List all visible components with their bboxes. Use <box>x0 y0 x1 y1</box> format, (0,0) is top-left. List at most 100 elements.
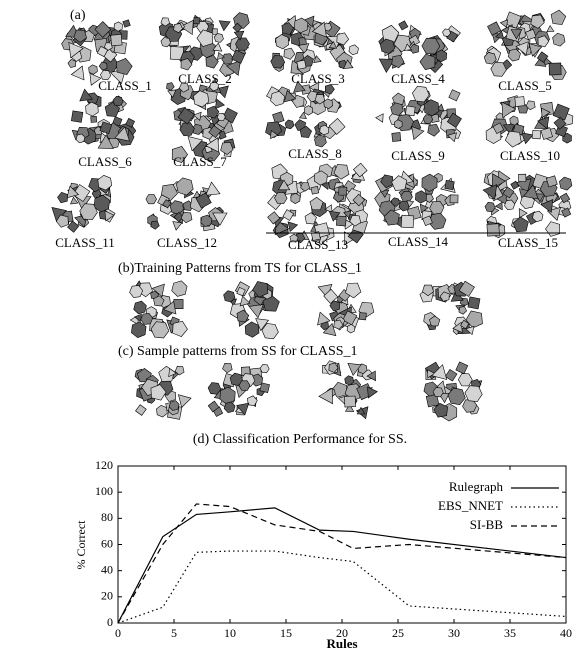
pattern-shape <box>197 30 213 47</box>
pattern-shape <box>273 112 285 124</box>
pattern-shape <box>394 120 402 129</box>
y-axis-label: % Correct <box>74 520 88 570</box>
pattern-shape <box>275 193 288 204</box>
pattern-shape <box>423 115 433 124</box>
pattern-shape <box>219 21 230 31</box>
pattern-shape <box>392 93 404 105</box>
panel-label: (a) <box>70 8 86 23</box>
pattern-shape <box>515 97 525 107</box>
pattern-shape <box>116 58 132 74</box>
pattern-shape <box>500 20 507 28</box>
pattern-shape <box>336 216 346 226</box>
pattern-shape <box>217 113 225 120</box>
class-label: CLASS_8 <box>288 146 341 161</box>
pattern-shape <box>519 209 527 218</box>
pattern-shape <box>71 111 83 123</box>
class-label: CLASS_5 <box>498 78 551 93</box>
pattern-shape <box>111 34 122 46</box>
x-tick-label: 35 <box>504 626 516 640</box>
pattern-shape <box>450 195 458 203</box>
pattern-shape <box>459 307 467 315</box>
pattern-shape <box>484 53 496 65</box>
pattern-shape <box>401 215 414 228</box>
pattern-shape <box>86 102 99 116</box>
chart-title: (d) Classification Performance for SS. <box>193 432 407 447</box>
class-label: CLASS_11 <box>55 235 114 250</box>
pattern-shape <box>334 165 349 180</box>
x-tick-label: 15 <box>280 626 292 640</box>
pattern-shape <box>134 301 147 314</box>
pattern-shape <box>428 124 440 136</box>
class-label: CLASS_4 <box>391 71 445 86</box>
class-label: CLASS_9 <box>391 148 444 163</box>
pattern-shape <box>465 386 482 402</box>
class-label: CLASS_14 <box>388 234 448 249</box>
pattern-shape <box>173 222 182 231</box>
pattern-shape <box>449 90 460 101</box>
y-tick-label: 100 <box>95 484 113 498</box>
pattern-shape <box>345 396 356 407</box>
pattern-shape <box>180 123 195 136</box>
pattern-shape <box>206 55 218 68</box>
pattern-shape <box>146 195 157 204</box>
pattern-shape <box>549 63 561 75</box>
pattern-shape <box>304 106 312 116</box>
pattern-shape <box>519 174 526 181</box>
pattern-shape <box>214 34 223 43</box>
pattern-shape <box>193 17 200 24</box>
pattern-shape <box>297 60 306 69</box>
pattern-shape <box>496 202 503 210</box>
pattern-shape <box>405 106 415 116</box>
pattern-shape <box>415 191 426 204</box>
pattern-shape <box>156 405 167 417</box>
pattern-shape <box>376 114 384 122</box>
pattern-shape <box>310 197 323 210</box>
class-label: CLASS_6 <box>78 154 132 169</box>
pattern-shape <box>114 22 122 31</box>
class-label: CLASS_10 <box>500 148 560 163</box>
y-tick-label: 20 <box>101 589 113 603</box>
x-tick-label: 10 <box>224 626 236 640</box>
pattern-shape <box>245 322 259 337</box>
pattern-shape <box>260 365 269 373</box>
pattern-shape <box>553 33 565 46</box>
pattern-shape <box>68 59 76 67</box>
pattern-shape <box>559 177 572 190</box>
pattern-shape <box>58 192 68 203</box>
legend-label: SI-BB <box>470 517 504 532</box>
x-tick-label: 0 <box>115 626 121 640</box>
pattern-shape <box>167 83 175 91</box>
pattern-shape <box>508 49 520 61</box>
pattern-shape <box>458 374 472 386</box>
legend-label: EBS_NNET <box>438 498 503 513</box>
pattern-shape <box>319 388 333 404</box>
class-label: CLASS_2 <box>178 71 231 86</box>
y-tick-label: 80 <box>101 510 113 524</box>
pattern-shape <box>399 21 408 30</box>
x-tick-label: 5 <box>171 626 177 640</box>
pattern-shape <box>123 20 131 28</box>
pattern-shape <box>215 99 224 109</box>
pattern-shape <box>284 48 295 59</box>
pattern-shape <box>349 45 359 55</box>
pattern-shape <box>359 313 366 320</box>
pattern-shape <box>468 297 480 309</box>
x-tick-label: 25 <box>392 626 404 640</box>
pattern-shape <box>337 33 349 45</box>
class-label: CLASS_7 <box>173 154 227 169</box>
pattern-shape <box>260 383 270 393</box>
figure: (a) (b)Training Patterns from TS for CLA… <box>0 0 580 652</box>
class-label: CLASS_15 <box>498 235 558 250</box>
pattern-shape <box>445 180 454 189</box>
pattern-shape <box>392 133 401 142</box>
pattern-shape <box>172 281 187 297</box>
pattern-shape <box>532 130 541 139</box>
pattern-shape <box>71 66 84 80</box>
class-label: CLASS_12 <box>157 235 217 250</box>
pattern-shape <box>178 395 191 408</box>
pattern-shape <box>339 187 347 195</box>
pattern-shape <box>173 321 188 336</box>
y-tick-label: 60 <box>101 536 113 550</box>
pattern-shape <box>285 120 294 129</box>
pattern-shape <box>224 402 235 413</box>
